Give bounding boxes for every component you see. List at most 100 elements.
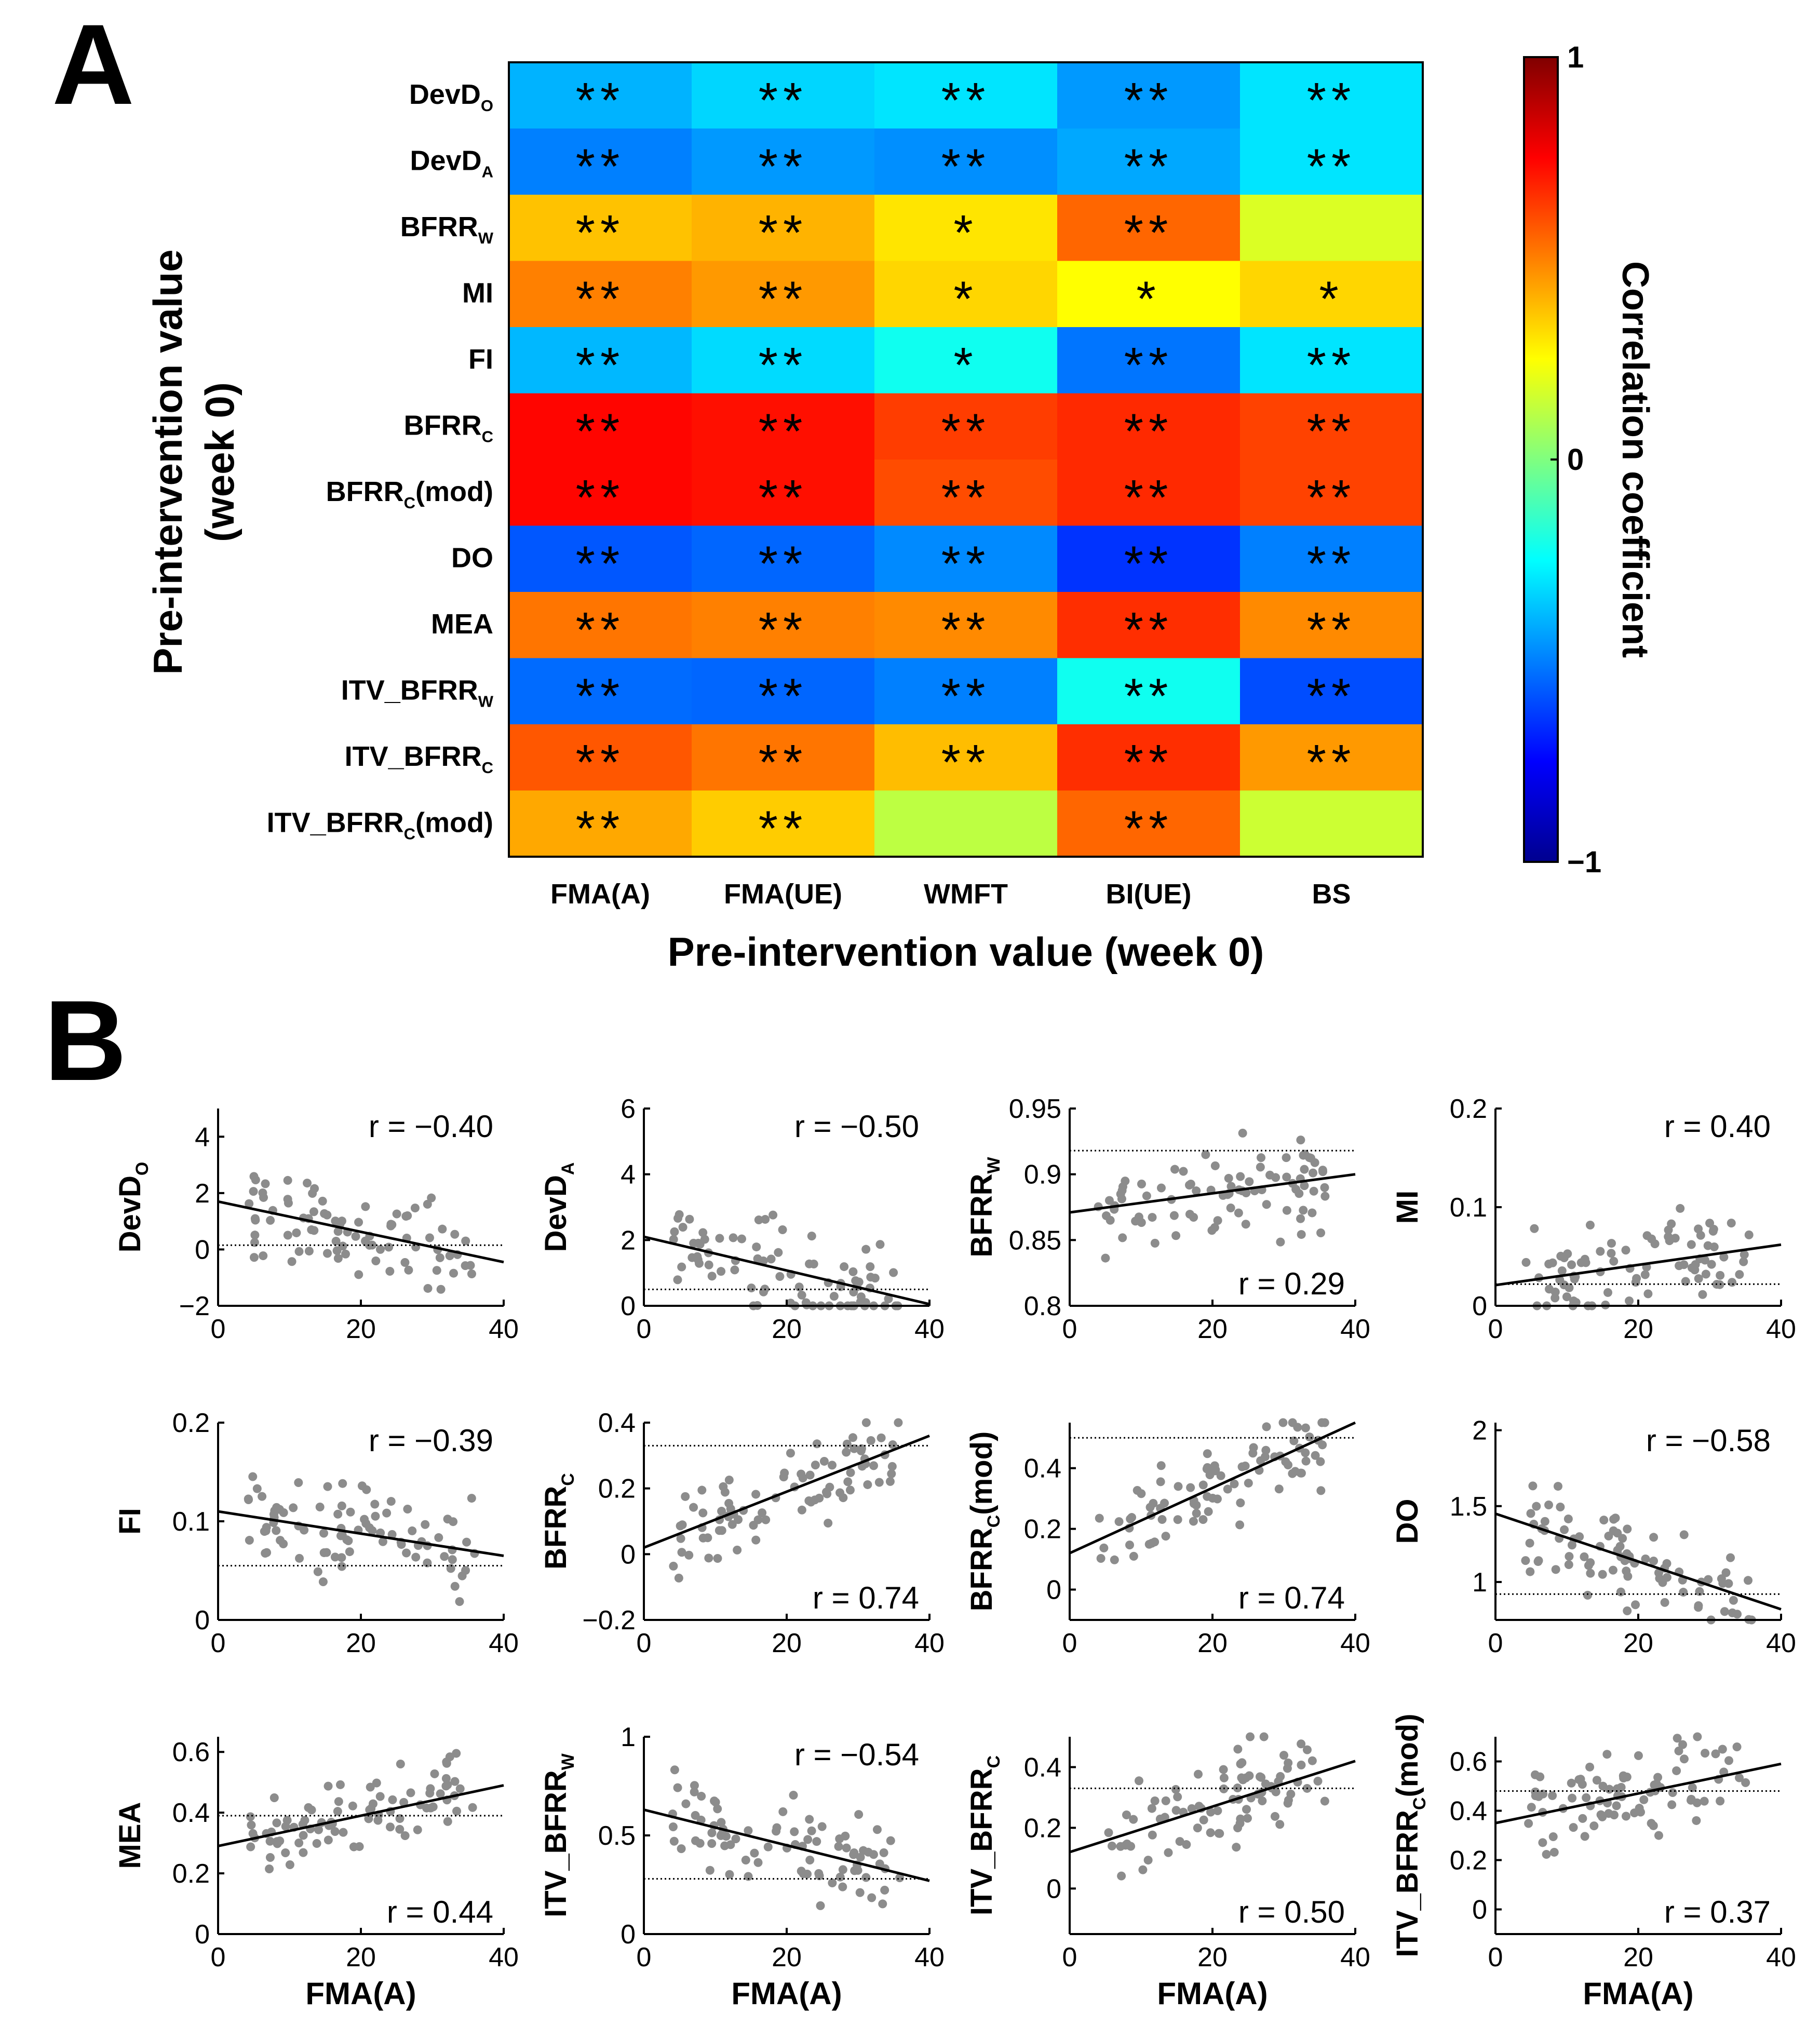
scatter-point [720,1841,730,1850]
x-tick-label: 40 [914,1942,945,1972]
scatter-point [272,1526,281,1535]
y-tick-label: 0.2 [172,1408,210,1438]
scatter-point [1545,1285,1554,1294]
scatter-point [1560,1525,1569,1534]
scatter-point [698,1228,708,1237]
scatter-point [1521,1556,1530,1565]
heatmap-cell [692,128,875,195]
heatmap-column-label: BI(UE) [1106,879,1192,910]
significance-marker: ** [759,205,808,261]
scatter-point [840,1262,849,1272]
scatter-point [684,1550,694,1560]
x-tick-label: 40 [1340,1314,1370,1344]
scatter-point [1173,1515,1182,1524]
scatter-point [320,1209,329,1218]
scatter-point [1102,1211,1111,1221]
x-tick-label: 20 [346,1942,376,1972]
scatter-point [1237,1773,1246,1782]
correlation-label: r = 0.74 [813,1580,919,1615]
heatmap-cell [692,525,875,592]
scatter-point [1674,1746,1683,1755]
scatter-point [265,1853,275,1862]
scatter-point [1282,1206,1291,1215]
scatter-point [1262,1422,1271,1431]
scatter-point [443,1780,452,1790]
scatter-point [850,1848,859,1858]
scatter-y-axis-title: ITV_BFRRC(mod) [1391,1713,1430,1957]
scatter-point [386,1220,396,1229]
heatmap-cell [509,327,692,394]
scatter-point [828,1461,837,1470]
x-tick-label: 0 [1062,1628,1077,1658]
scatter-point [1127,1513,1137,1522]
y-tick-label: 0.2 [1024,1813,1061,1843]
scatter-point [1673,1734,1682,1743]
scatter-point [372,1778,381,1788]
scatter-point [1207,1226,1217,1235]
x-tick-label: 20 [1623,1942,1653,1972]
scatter-point [319,1548,329,1558]
scatter-point [438,1224,447,1234]
scatter-y-axis-title: ITV_BFRRC [965,1755,1004,1915]
scatter-point [1288,1469,1297,1478]
y-tick-label: 0.8 [1024,1291,1061,1321]
y-tick-label: 0.6 [1450,1747,1487,1777]
scatter-point [870,1274,880,1283]
y-tick-label: 1 [1472,1567,1487,1598]
scatter-point [888,1440,897,1450]
scatter-point [1691,1260,1700,1269]
scatter-point [1245,1771,1254,1780]
scatter-point [440,1552,449,1561]
scatter-point [1716,1796,1725,1806]
scatter-point [707,1828,717,1837]
scatter-point [468,1803,477,1812]
scatter-point [249,1172,259,1181]
scatter-point [1700,1796,1709,1806]
scatter-point [861,1873,871,1882]
scatter-point [681,1799,691,1808]
scatter-point [462,1537,471,1547]
heatmap-cell [509,592,692,659]
scatter-point [1157,1515,1167,1524]
y-tick-label: 2 [1472,1416,1487,1446]
y-tick-label: 0.85 [1009,1225,1061,1255]
scatter-point [461,1566,470,1575]
scatter-point [1596,1247,1605,1256]
significance-marker: ** [1307,403,1356,459]
scatter-point [281,1822,290,1831]
scatter-point [1582,1793,1591,1802]
scatter-point [1276,1237,1285,1247]
scatter-point [370,1499,380,1509]
scatter-point [244,1495,253,1504]
scatter-point [432,1266,441,1275]
scatter-point [1662,1559,1671,1568]
scatter-point [1711,1749,1720,1759]
scatter-point [338,1479,347,1488]
significance-marker: ** [1307,470,1356,525]
scatter-point [749,1521,758,1530]
scatter-point [436,1285,446,1294]
scatter-point [1274,1484,1284,1494]
scatter-point [335,1780,345,1789]
heatmap-column-label: FMA(A) [550,879,650,910]
heatmap-cell [1057,62,1241,129]
scatter-point [895,1873,905,1883]
scatter-point [710,1796,719,1806]
heatmap-cell [1057,724,1241,791]
heatmap-y-axis-title: Pre-intervention value (week 0) [145,249,242,674]
scatter-point [1156,1477,1165,1487]
scatter-point [1288,1418,1297,1427]
scatter-point [1169,1211,1179,1220]
scatter-point [337,1562,346,1571]
scatter-point [294,1247,304,1256]
scatter-point [434,1533,443,1542]
scatter-point [1170,1165,1179,1174]
scatter-point [1538,1838,1547,1847]
scatter-point [854,1810,864,1819]
y-tick-label: 4 [621,1160,636,1190]
scatter-point [1104,1828,1113,1837]
scatter-point [1107,1841,1116,1850]
scatter-point [408,1526,417,1535]
scatter-plot-b2: 0 20 40 0 2 4 6 r = −0.50 DevDA [539,1094,945,1344]
